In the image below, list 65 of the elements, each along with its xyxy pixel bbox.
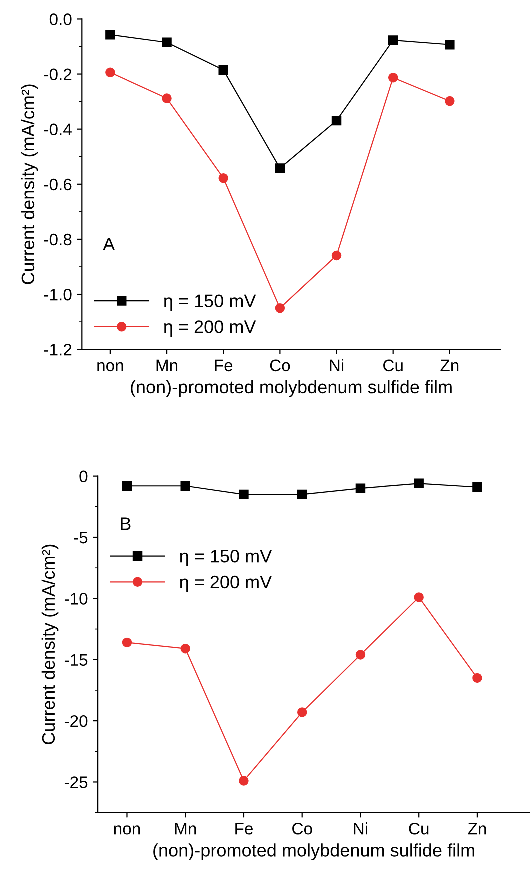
point xyxy=(275,164,286,174)
point xyxy=(122,481,132,491)
point xyxy=(388,73,398,83)
x-tick-label: Ni xyxy=(354,822,368,835)
x-tick-label: Cu xyxy=(409,822,429,835)
x-tick-label: Ni xyxy=(330,359,344,372)
point xyxy=(180,481,190,491)
x-tick-label: non xyxy=(98,362,124,372)
point xyxy=(445,96,455,106)
y-tick-label: 0 xyxy=(80,470,88,483)
y-tick-label: 0.0 xyxy=(50,14,72,26)
point xyxy=(356,484,366,494)
annotation: B xyxy=(121,518,131,530)
y-tick-label: -0.6 xyxy=(44,178,72,191)
x-tick-label: Fe xyxy=(215,360,233,372)
x-tick-label: Zn xyxy=(468,823,486,835)
x-tick-label: Co xyxy=(292,822,312,835)
point xyxy=(297,490,308,500)
point xyxy=(218,65,228,76)
legend-label: η = 150 mV xyxy=(180,550,272,566)
point xyxy=(388,36,398,46)
y-tick-label: -0.8 xyxy=(44,234,72,246)
point xyxy=(180,644,190,654)
point xyxy=(162,94,172,104)
point xyxy=(106,30,116,40)
y-tick-label: -1.2 xyxy=(44,344,72,356)
y-tick-label: -0.2 xyxy=(44,68,72,80)
legend-label: η = 200 mV xyxy=(180,576,272,592)
point xyxy=(356,650,366,660)
y-tick-label: -15 xyxy=(64,654,88,666)
point xyxy=(332,250,342,261)
y-axis-title: Current density (mA/cm²) xyxy=(42,544,59,744)
point xyxy=(472,482,482,492)
y-tick-label: -25 xyxy=(64,776,88,788)
point xyxy=(275,303,286,314)
y-tick-label: -20 xyxy=(64,715,88,728)
point xyxy=(122,638,132,648)
point xyxy=(162,38,172,48)
x-tick-label: Cu xyxy=(384,360,403,372)
point xyxy=(239,776,249,786)
point xyxy=(106,68,116,78)
x-tick-label: Fe xyxy=(236,823,253,835)
legend-label: η = 200 mV xyxy=(164,320,256,337)
x-tick-label: Mn xyxy=(175,823,196,835)
annotation: A xyxy=(103,238,116,250)
y-tick-label: -1.0 xyxy=(44,288,72,301)
x-tick-label: Mn xyxy=(156,360,178,372)
point xyxy=(414,478,424,489)
x-tick-label: non xyxy=(114,826,140,835)
point xyxy=(445,40,455,50)
point xyxy=(218,173,228,184)
y-axis-title: Current density (mA/cm²) xyxy=(21,84,38,284)
point xyxy=(414,592,424,602)
point xyxy=(297,708,308,718)
point xyxy=(239,490,249,500)
x-tick-label: Zn xyxy=(440,360,459,372)
y-tick-label: -0.4 xyxy=(44,124,72,136)
y-tick-label: -5 xyxy=(74,532,88,544)
point xyxy=(332,116,342,126)
x-axis-title: (non)-promoted molybdenum sulfide film xyxy=(131,380,452,398)
y-tick-label: -10 xyxy=(64,593,88,605)
legend-label: η = 150 mV xyxy=(164,294,256,312)
x-axis-title: (non)-promoted molybdenum sulfide film xyxy=(154,844,474,860)
x-tick-label: Co xyxy=(270,360,290,372)
point xyxy=(472,673,482,684)
